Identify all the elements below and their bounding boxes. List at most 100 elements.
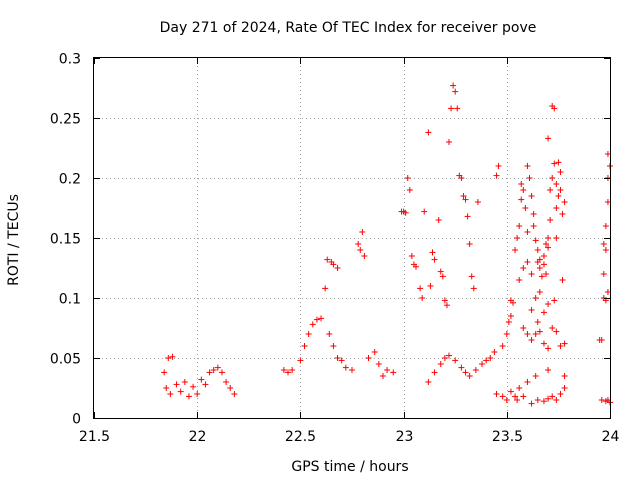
data-point [206, 369, 213, 376]
data-point [543, 241, 550, 247]
data-point [561, 373, 568, 379]
data-point [361, 253, 368, 259]
data-point [165, 355, 172, 361]
x-tick-label: 22.5 [285, 429, 316, 445]
data-point [545, 345, 552, 352]
y-tick-label: 0.3 [59, 52, 81, 68]
data-point [349, 367, 355, 373]
data-point [464, 213, 471, 220]
data-point [561, 385, 568, 391]
x-tick-label: 21.5 [79, 429, 110, 445]
data-point [458, 175, 465, 181]
data-point [425, 379, 432, 385]
data-point [518, 181, 525, 187]
data-point [526, 175, 533, 181]
data-point [545, 235, 552, 241]
data-point [503, 397, 510, 403]
data-point [530, 211, 537, 217]
data-point [357, 247, 364, 253]
y-tick-label: 0.05 [50, 352, 81, 368]
data-point [466, 373, 473, 379]
data-point [534, 247, 541, 253]
data-point [543, 271, 550, 277]
data-point [536, 256, 543, 263]
data-point [561, 340, 568, 347]
data-point [305, 331, 312, 337]
data-point [532, 373, 539, 379]
y-axis-label: ROTI / TECUs [6, 194, 22, 286]
data-point [324, 256, 331, 263]
data-point [557, 391, 564, 397]
data-point [604, 289, 611, 295]
data-point [181, 379, 188, 385]
data-point [450, 82, 457, 89]
data-point [524, 259, 531, 265]
data-point [483, 357, 490, 364]
data-point [507, 313, 514, 319]
data-point [514, 397, 521, 403]
plot-frame [93, 57, 611, 419]
data-point [551, 297, 558, 304]
data-point [334, 265, 341, 271]
data-point [443, 302, 450, 309]
data-point [561, 199, 568, 205]
data-point [505, 319, 512, 325]
data-point [169, 353, 176, 360]
data-point [227, 385, 234, 391]
data-point [419, 295, 426, 301]
data-point [602, 247, 609, 253]
data-point [470, 285, 477, 292]
data-point [322, 285, 329, 292]
data-point [446, 352, 453, 359]
data-point [551, 105, 558, 112]
data-point [402, 209, 409, 216]
data-point [330, 261, 337, 268]
y-tick-label: 0.15 [50, 232, 81, 248]
data-point [435, 217, 442, 223]
data-point [493, 172, 500, 179]
chart-title: Day 271 of 2024, Rate Of TEC Index for r… [160, 20, 537, 36]
data-point [330, 343, 337, 349]
data-point [491, 349, 498, 355]
data-point [503, 331, 510, 337]
data-point [532, 331, 539, 337]
data-point [547, 217, 554, 223]
data-point [545, 135, 552, 142]
data-point [365, 355, 372, 361]
y-tick-label: 0.1 [59, 292, 81, 308]
data-point [559, 277, 566, 283]
data-point [528, 271, 535, 277]
data-point [524, 379, 531, 385]
data-point [474, 199, 481, 205]
data-point [454, 105, 461, 112]
data-point [441, 297, 448, 304]
data-point [468, 273, 475, 280]
data-point [507, 388, 514, 395]
data-point [479, 361, 486, 367]
data-point [600, 271, 607, 277]
data-point [437, 268, 444, 275]
data-point [185, 393, 192, 400]
data-point [534, 397, 541, 403]
data-point [163, 385, 170, 391]
x-tick-label: 24 [602, 429, 620, 445]
data-point [528, 307, 535, 313]
data-point [520, 265, 527, 271]
data-point [499, 343, 506, 349]
data-point [528, 400, 535, 407]
y-tick-label: 0.2 [59, 172, 81, 188]
data-point [472, 367, 479, 373]
data-point [231, 391, 238, 397]
data-point [524, 229, 531, 235]
data-point [516, 385, 523, 391]
data-point [555, 193, 562, 199]
data-point [512, 247, 519, 253]
data-point [202, 381, 209, 388]
data-point [524, 331, 531, 337]
data-point [334, 355, 341, 361]
y-tick-label: 0.25 [50, 112, 81, 128]
data-point [313, 316, 320, 323]
data-point [448, 105, 455, 112]
data-point [190, 383, 197, 390]
